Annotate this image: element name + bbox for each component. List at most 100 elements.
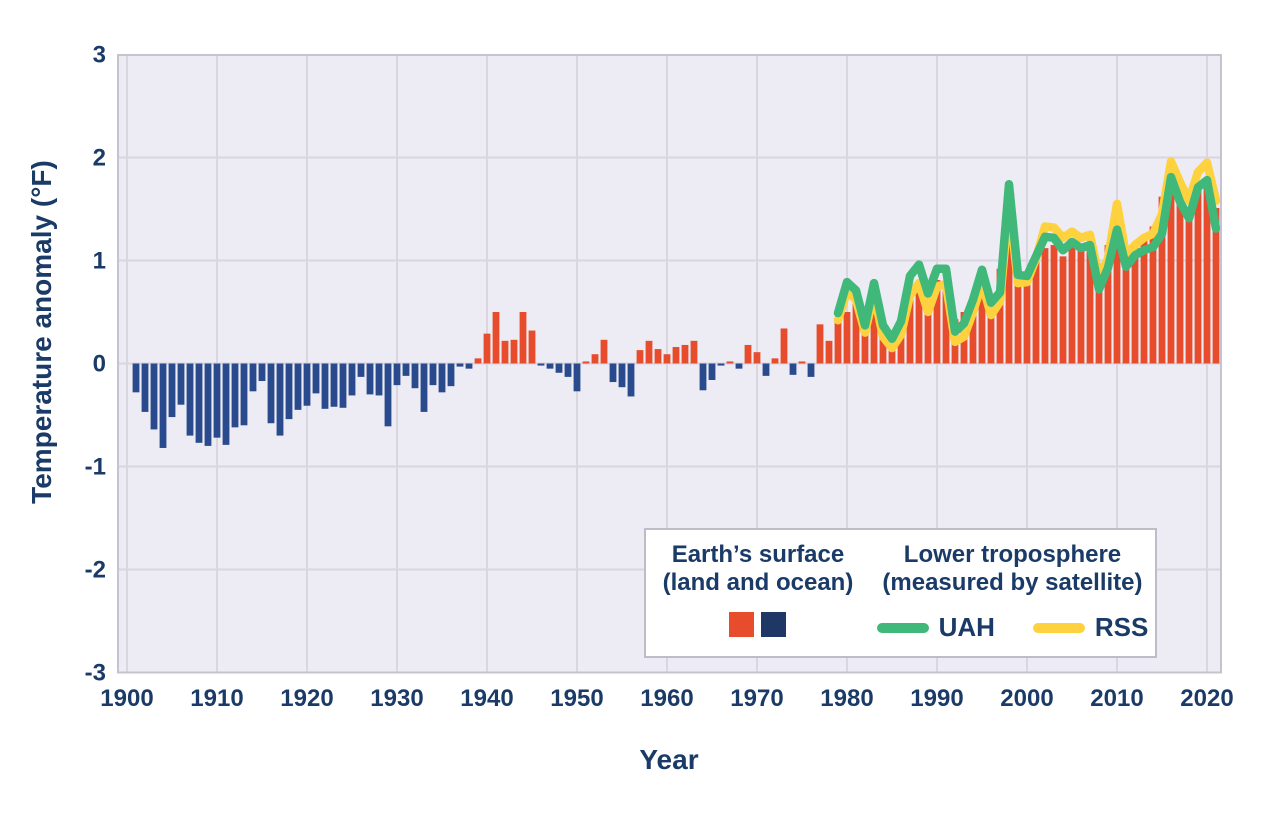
rss-label: RSS: [1094, 612, 1149, 642]
legend-uah-item: UAH: [876, 612, 995, 643]
surface-bar: [1041, 248, 1049, 364]
surface-bar: [1113, 229, 1121, 364]
surface-bar: [483, 333, 491, 364]
x-tick-label: 1950: [550, 685, 603, 712]
surface-bar: [1185, 210, 1193, 364]
surface-bar: [1203, 182, 1211, 364]
surface-bar: [402, 363, 410, 376]
surface-bar: [393, 363, 401, 386]
legend-line-items: UAH RSS: [876, 612, 1149, 643]
y-tick-label: -1: [85, 454, 106, 481]
surface-bar: [348, 363, 356, 396]
surface-bar: [861, 328, 869, 364]
y-tick-label: 0: [93, 351, 106, 378]
surface-bar: [555, 363, 563, 373]
surface-bar: [1032, 257, 1040, 364]
x-tick-label: 1990: [910, 685, 963, 712]
surface-bar: [663, 354, 671, 364]
surface-bar: [1158, 196, 1166, 364]
surface-bar: [906, 293, 914, 364]
x-tick-label: 1910: [190, 685, 243, 712]
surface-bar: [492, 312, 500, 364]
surface-bar: [915, 291, 923, 364]
surface-bar: [726, 361, 734, 364]
surface-bar: [294, 363, 302, 410]
surface-bar: [438, 363, 446, 393]
surface-bar: [789, 363, 797, 375]
surface-bar: [1131, 245, 1139, 364]
surface-bar: [744, 344, 752, 364]
surface-bar: [1176, 194, 1184, 364]
surface-negative-swatch: [761, 612, 787, 637]
uah-line-swatch: [876, 622, 929, 633]
surface-bar: [672, 347, 680, 364]
surface-bar: [375, 363, 383, 396]
surface-bar: [735, 363, 743, 369]
surface-bar: [303, 363, 311, 406]
x-tick-labels: 1900 1910 1920 1930 1940 1950 1960 1970 1980 1990…: [100, 685, 1233, 712]
surface-bar: [690, 340, 698, 364]
surface-bar: [510, 339, 518, 364]
surface-bar: [321, 363, 329, 409]
surface-bar: [807, 363, 815, 377]
surface-bar: [762, 363, 770, 376]
surface-bar: [834, 321, 842, 364]
surface-bar: [366, 363, 374, 395]
surface-bar: [879, 331, 887, 364]
surface-bar: [285, 363, 293, 420]
x-tick-label: 1940: [460, 685, 513, 712]
uah-line: [833, 172, 1221, 344]
x-tick-label: 1980: [820, 685, 873, 712]
surface-bar: [501, 340, 509, 364]
surface-bar: [411, 363, 419, 389]
surface-bar: [654, 349, 662, 364]
surface-bar: [1140, 237, 1148, 364]
surface-bar: [213, 363, 221, 438]
x-tick-label: 1970: [730, 685, 783, 712]
surface-bar: [204, 363, 212, 446]
surface-bar: [258, 363, 266, 382]
surface-bar: [798, 361, 806, 364]
x-axis-title: Year: [639, 744, 699, 775]
surface-bar: [1104, 245, 1112, 364]
legend-surface-title-line1: Earth’s surface: [671, 541, 845, 568]
surface-bar: [222, 363, 230, 445]
surface-bar: [447, 363, 455, 387]
x-tick-label: 1900: [100, 685, 153, 712]
surface-bar: [240, 363, 248, 426]
surface-bar: [1095, 263, 1103, 364]
surface-bar: [159, 363, 167, 448]
surface-bar: [681, 344, 689, 364]
surface-bar: [1086, 248, 1094, 364]
surface-bar: [978, 275, 986, 364]
y-tick-label: -3: [85, 660, 106, 687]
surface-bar: [843, 312, 851, 364]
surface-bar: [339, 363, 347, 408]
surface-bar: [627, 363, 635, 397]
surface-bar: [231, 363, 239, 428]
surface-bar: [249, 363, 257, 392]
surface-bar: [1023, 284, 1031, 364]
surface-bar: [996, 268, 1004, 364]
plot-border: [117, 54, 1222, 674]
y-tick-label: 3: [93, 42, 106, 69]
y-tick-label: 2: [93, 145, 106, 172]
surface-bar: [537, 363, 545, 366]
surface-bar: [150, 363, 158, 430]
surface-bar: [618, 363, 626, 388]
legend-troposphere-group: Lower troposphere (measured by satellite…: [870, 530, 1155, 656]
surface-bar: [645, 340, 653, 364]
surface-bar: [933, 280, 941, 364]
surface-bar: [942, 291, 950, 364]
surface-bar: [177, 363, 185, 405]
surface-bar: [636, 350, 644, 364]
surface-bar: [1059, 256, 1067, 364]
rss-line: [833, 157, 1221, 353]
surface-bar: [924, 309, 932, 364]
surface-bar: [825, 340, 833, 364]
x-tick-label: 2010: [1090, 685, 1143, 712]
surface-bar: [456, 363, 464, 367]
surface-bar: [1167, 189, 1175, 364]
